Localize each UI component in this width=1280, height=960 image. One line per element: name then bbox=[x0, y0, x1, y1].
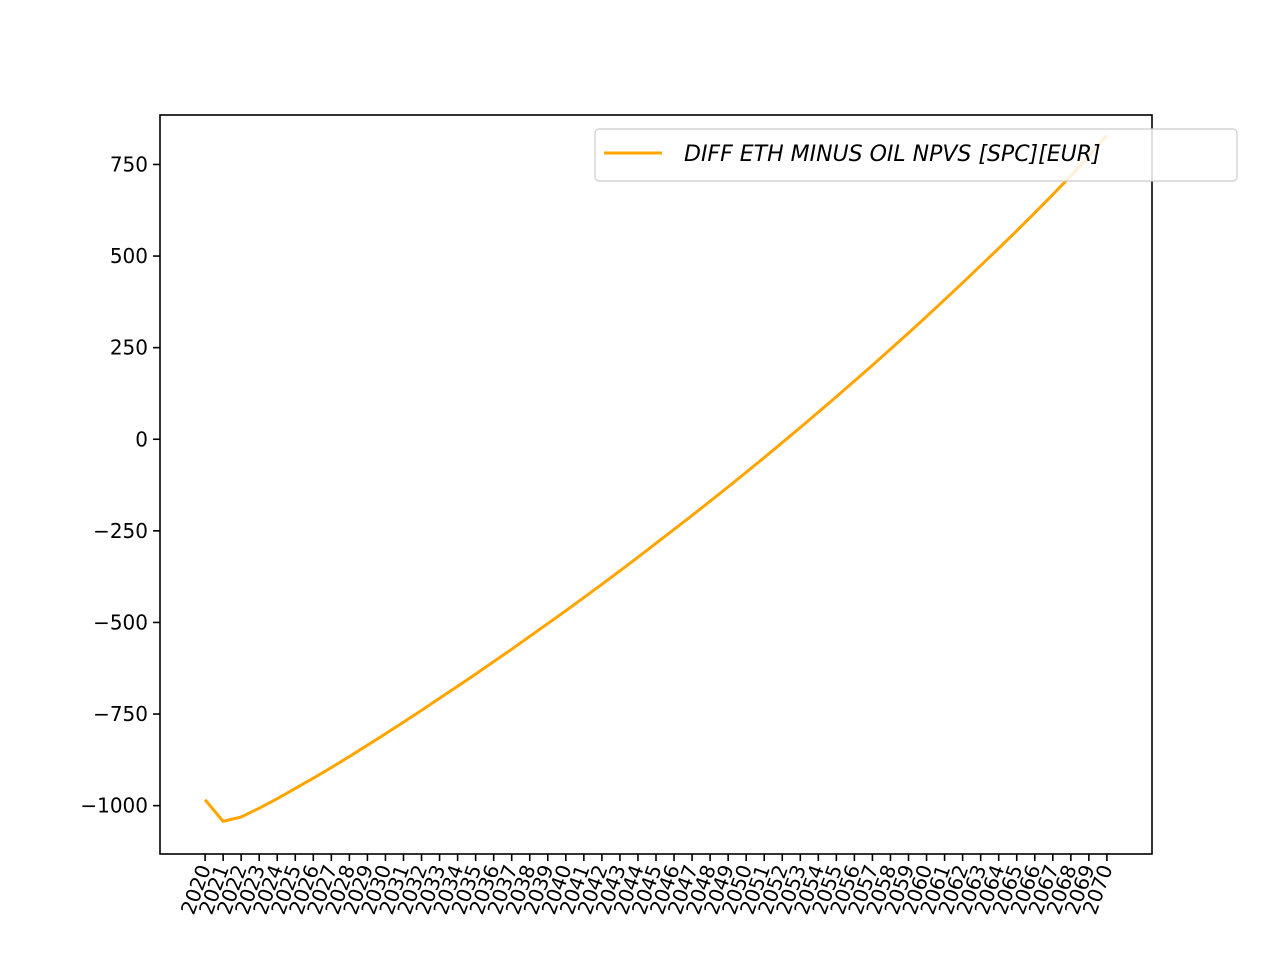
plot-area bbox=[159, 114, 1153, 855]
y-tick-label: 500 bbox=[110, 244, 148, 268]
y-tick-label: 0 bbox=[135, 427, 148, 451]
legend-box bbox=[594, 128, 1238, 182]
y-tick-label: −750 bbox=[93, 702, 148, 726]
legend-label: DIFF ETH MINUS OIL NPVS [SPC][EUR] bbox=[684, 142, 1101, 167]
axes-frame bbox=[159, 114, 1153, 855]
y-tick-label: −250 bbox=[93, 519, 148, 543]
y-axis: −1000 −750 −500 −250 0 250 500 750 bbox=[80, 152, 160, 818]
y-tick-label: 750 bbox=[110, 152, 148, 176]
y-tick-label: −1000 bbox=[80, 794, 148, 818]
legend: DIFF ETH MINUS OIL NPVS [SPC][EUR] bbox=[594, 128, 1238, 182]
y-tick-label: 250 bbox=[110, 336, 148, 360]
y-tick-label: −500 bbox=[93, 610, 148, 634]
series-line bbox=[203, 134, 1109, 823]
x-axis: 2020202120222023202420252026202720282029… bbox=[176, 854, 1118, 918]
